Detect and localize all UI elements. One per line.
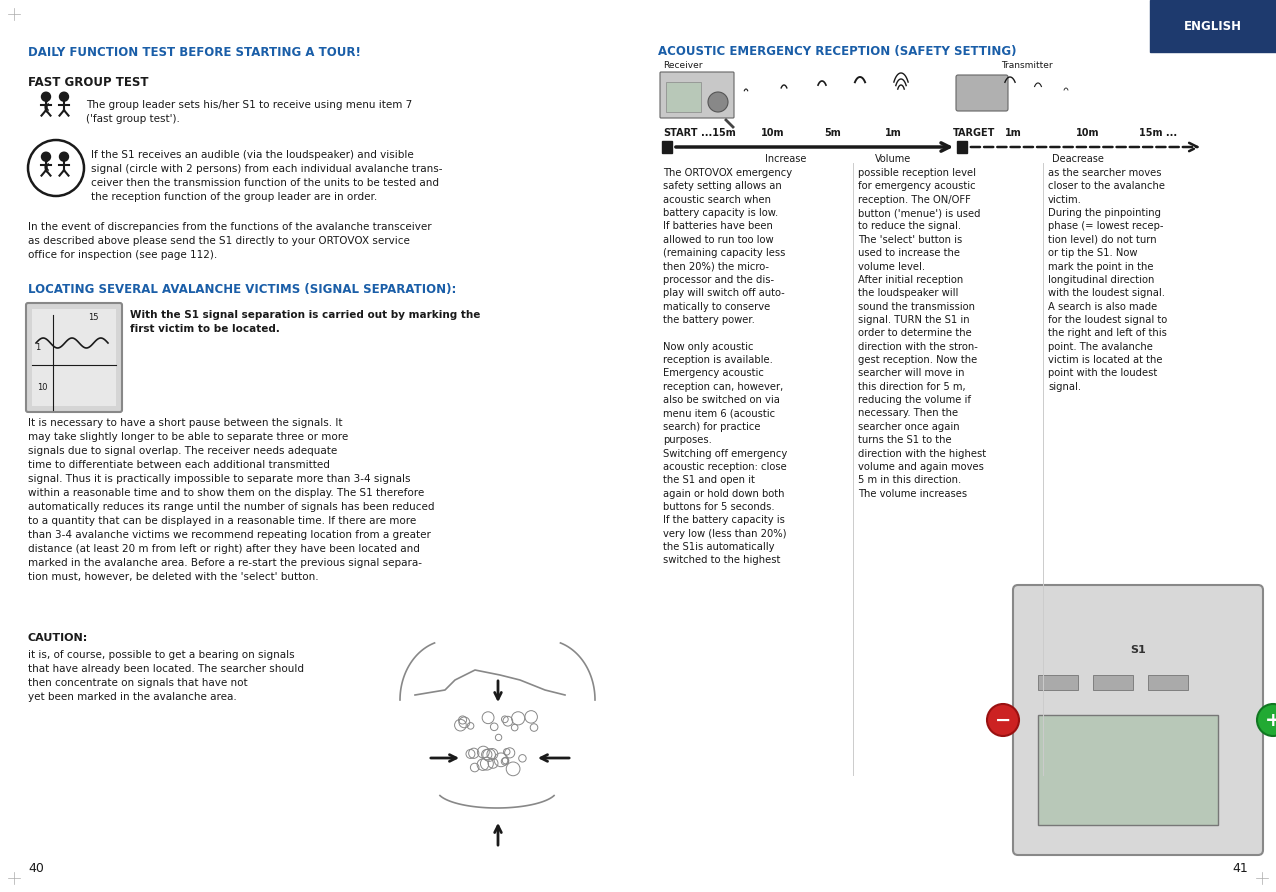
- Text: 15m ...: 15m ...: [1139, 128, 1176, 138]
- Text: DAILY FUNCTION TEST BEFORE STARTING A TOUR!: DAILY FUNCTION TEST BEFORE STARTING A TO…: [28, 45, 361, 59]
- Text: Receiver: Receiver: [664, 61, 703, 70]
- Text: ENGLISH: ENGLISH: [1184, 20, 1242, 32]
- Bar: [1150, 0, 1276, 52]
- Bar: [662, 141, 672, 153]
- Text: CAUTION:: CAUTION:: [28, 633, 88, 643]
- Text: S1: S1: [1131, 645, 1146, 655]
- FancyBboxPatch shape: [956, 75, 1008, 111]
- FancyBboxPatch shape: [26, 303, 122, 412]
- Circle shape: [988, 704, 1020, 736]
- Text: 5m: 5m: [824, 128, 841, 138]
- Text: Deacrease: Deacrease: [1053, 154, 1104, 164]
- Text: The ORTOVOX emergency
safety setting allows an
acoustic search when
battery capa: The ORTOVOX emergency safety setting all…: [664, 168, 792, 566]
- Text: ...15m: ...15m: [701, 128, 735, 138]
- Text: as the searcher moves
closer to the avalanche
victim.
During the pinpointing
pha: as the searcher moves closer to the aval…: [1048, 168, 1168, 392]
- Bar: [666, 82, 701, 112]
- Text: The group leader sets his/her S1 to receive using menu item 7
('fast group test': The group leader sets his/her S1 to rece…: [85, 100, 412, 124]
- Text: 10: 10: [37, 383, 47, 392]
- Text: Increase: Increase: [766, 154, 806, 164]
- Bar: [957, 141, 967, 153]
- Text: With the S1 signal separation is carried out by marking the
first victim to be l: With the S1 signal separation is carried…: [130, 310, 480, 334]
- Text: LOCATING SEVERAL AVALANCHE VICTIMS (SIGNAL SEPARATION):: LOCATING SEVERAL AVALANCHE VICTIMS (SIGN…: [28, 284, 457, 296]
- Text: 41: 41: [1233, 862, 1248, 874]
- Text: 40: 40: [28, 862, 43, 874]
- Text: ACOUSTIC EMERGENCY RECEPTION (SAFETY SETTING): ACOUSTIC EMERGENCY RECEPTION (SAFETY SET…: [658, 45, 1017, 59]
- Text: In the event of discrepancies from the functions of the avalanche transceiver
as: In the event of discrepancies from the f…: [28, 222, 431, 260]
- FancyBboxPatch shape: [1013, 585, 1263, 855]
- Text: 10m: 10m: [762, 128, 785, 138]
- Text: 1: 1: [36, 343, 41, 351]
- Text: If the S1 receives an audible (via the loudspeaker) and visible
signal (circle w: If the S1 receives an audible (via the l…: [91, 150, 443, 202]
- Text: −: −: [995, 711, 1011, 730]
- Text: 1m: 1m: [1004, 128, 1021, 138]
- Circle shape: [1257, 704, 1276, 736]
- Circle shape: [708, 92, 729, 112]
- FancyBboxPatch shape: [660, 72, 734, 118]
- Text: 1m: 1m: [884, 128, 901, 138]
- Text: START: START: [664, 128, 698, 138]
- Circle shape: [42, 153, 51, 161]
- Circle shape: [60, 153, 69, 161]
- Text: TARGET: TARGET: [953, 128, 995, 138]
- Text: 10m: 10m: [1076, 128, 1100, 138]
- Text: Volume: Volume: [875, 154, 911, 164]
- Text: It is necessary to have a short pause between the signals. It
may take slightly : It is necessary to have a short pause be…: [28, 418, 435, 582]
- Text: possible reception level
for emergency acoustic
reception. The ON/OFF
button ('m: possible reception level for emergency a…: [857, 168, 986, 499]
- Text: +: +: [1265, 711, 1276, 730]
- Bar: [1148, 675, 1188, 690]
- Text: FAST GROUP TEST: FAST GROUP TEST: [28, 76, 148, 88]
- Bar: [1094, 675, 1133, 690]
- Text: Transmitter: Transmitter: [1000, 61, 1053, 70]
- Text: 15: 15: [88, 312, 98, 321]
- Circle shape: [60, 92, 69, 101]
- Bar: [1037, 715, 1219, 825]
- Bar: [1037, 675, 1078, 690]
- Bar: [32, 309, 116, 406]
- Circle shape: [42, 92, 51, 101]
- Text: it is, of course, possible to get a bearing on signals
that have already been lo: it is, of course, possible to get a bear…: [28, 650, 304, 702]
